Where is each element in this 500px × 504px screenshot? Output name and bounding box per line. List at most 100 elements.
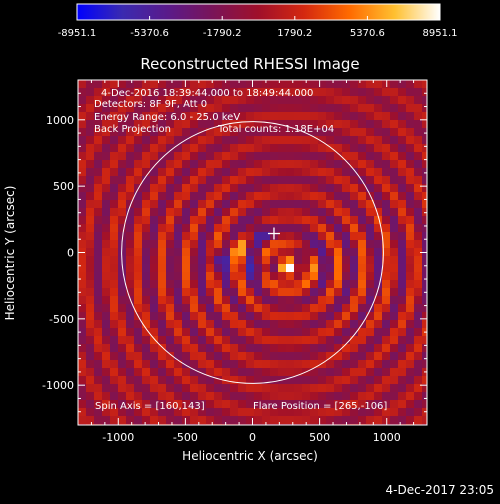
heatmap-cell	[230, 416, 239, 425]
heatmap-cell	[150, 336, 159, 345]
heatmap-cell	[374, 112, 383, 121]
heatmap-cell	[350, 168, 359, 177]
heatmap-cell	[254, 184, 263, 193]
heatmap-cell	[390, 272, 399, 281]
heatmap-cell	[334, 304, 343, 313]
heatmap-cell	[182, 328, 191, 337]
heatmap-cell	[230, 288, 239, 297]
heatmap-cell	[246, 200, 255, 209]
heatmap-cell	[310, 400, 319, 409]
heatmap-cell	[174, 256, 183, 265]
heatmap-cell	[302, 168, 311, 177]
heatmap-cell	[302, 312, 311, 321]
heatmap-cell	[390, 208, 399, 217]
heatmap-cell	[334, 192, 343, 201]
heatmap-cell	[270, 248, 279, 257]
heatmap-cell	[342, 192, 351, 201]
heatmap-cell	[182, 256, 191, 265]
heatmap-cell	[254, 384, 263, 393]
heatmap-cell	[294, 200, 303, 209]
heatmap-cell	[214, 88, 223, 97]
heatmap-cell	[302, 96, 311, 105]
heatmap-cell	[142, 96, 151, 105]
heatmap-cell	[198, 96, 207, 105]
heatmap-cell	[270, 312, 279, 321]
heatmap-cell	[182, 384, 191, 393]
heatmap-cell	[182, 400, 191, 409]
heatmap-cell	[262, 128, 271, 137]
heatmap-cell	[198, 224, 207, 233]
heatmap-cell	[254, 168, 263, 177]
heatmap-cell	[286, 192, 295, 201]
heatmap-cell	[366, 280, 375, 289]
heatmap-cell	[342, 280, 351, 289]
heatmap-cell	[334, 96, 343, 105]
heatmap-cell	[326, 192, 335, 201]
heatmap-cell	[350, 240, 359, 249]
heatmap-cell	[94, 368, 103, 377]
heatmap-cell	[246, 176, 255, 185]
heatmap-cell	[246, 192, 255, 201]
heatmap-cell	[94, 216, 103, 225]
heatmap-cell	[326, 168, 335, 177]
heatmap-cell	[238, 160, 247, 169]
heatmap-cell	[222, 80, 231, 89]
heatmap-cell	[174, 160, 183, 169]
heatmap-cell	[158, 264, 167, 273]
heatmap-cell	[230, 224, 239, 233]
heatmap-cell	[110, 376, 119, 385]
heatmap-cell	[126, 80, 135, 89]
heatmap-cell	[166, 264, 175, 273]
heatmap-cell	[110, 120, 119, 129]
heatmap-cell	[366, 272, 375, 281]
heatmap-cell	[78, 312, 87, 321]
heatmap-cell	[142, 248, 151, 257]
heatmap-cell	[358, 232, 367, 241]
heatmap-cell	[174, 336, 183, 345]
heatmap-cell	[398, 408, 407, 417]
heatmap-cell	[358, 312, 367, 321]
heatmap-cell	[302, 208, 311, 217]
heatmap-cell	[230, 88, 239, 97]
heatmap-cell	[318, 96, 327, 105]
heatmap-cell	[326, 152, 335, 161]
heatmap-cell	[366, 96, 375, 105]
heatmap-cell	[246, 208, 255, 217]
heatmap-cell	[350, 328, 359, 337]
heatmap-cell	[382, 224, 391, 233]
heatmap-cell	[238, 216, 247, 225]
heatmap-cell	[334, 296, 343, 305]
heatmap-cell	[134, 304, 143, 313]
heatmap-cell	[270, 296, 279, 305]
heatmap-cell	[414, 208, 423, 217]
heatmap-cell	[86, 208, 95, 217]
heatmap-cell	[86, 96, 95, 105]
heatmap-cell	[254, 248, 263, 257]
heatmap-cell	[238, 152, 247, 161]
heatmap-cell	[238, 344, 247, 353]
heatmap-cell	[318, 136, 327, 145]
heatmap-cell	[390, 240, 399, 249]
heatmap-cell	[222, 216, 231, 225]
heatmap-cell	[110, 384, 119, 393]
heatmap-cell	[198, 296, 207, 305]
heatmap-cell	[302, 160, 311, 169]
heatmap-cell	[390, 176, 399, 185]
render-timestamp: 4-Dec-2017 23:05	[386, 483, 494, 497]
heatmap-cell	[310, 96, 319, 105]
heatmap-cell	[302, 104, 311, 113]
heatmap-cell	[238, 392, 247, 401]
heatmap-cell	[166, 368, 175, 377]
heatmap-cell	[374, 336, 383, 345]
heatmap-cell	[150, 400, 159, 409]
heatmap-cell	[142, 304, 151, 313]
heatmap-cell	[254, 80, 263, 89]
heatmap-cell	[142, 104, 151, 113]
heatmap-cell	[118, 328, 127, 337]
heatmap-cell	[398, 200, 407, 209]
heatmap-cell	[86, 304, 95, 313]
heatmap-cell	[78, 224, 87, 233]
heatmap-cell	[270, 280, 279, 289]
heatmap-cell	[326, 232, 335, 241]
heatmap-cell	[134, 416, 143, 425]
